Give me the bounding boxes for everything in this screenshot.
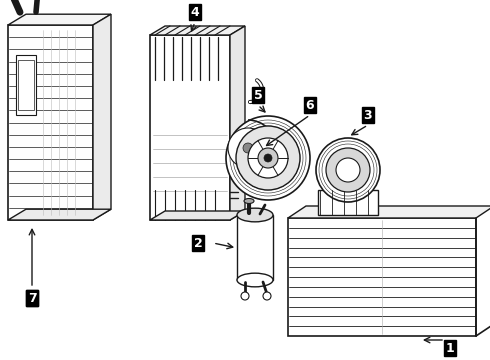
Polygon shape [8, 14, 111, 25]
Ellipse shape [237, 273, 273, 287]
Bar [8, 25, 93, 220]
Bar [16, 55, 36, 115]
Text: 7: 7 [27, 292, 36, 305]
Bar [288, 218, 476, 336]
Text: 4: 4 [191, 5, 199, 18]
Bar [18, 60, 34, 110]
Ellipse shape [237, 208, 273, 222]
Text: 2: 2 [194, 237, 202, 249]
Circle shape [241, 292, 249, 300]
Circle shape [263, 292, 271, 300]
Text: 5: 5 [254, 89, 262, 102]
Circle shape [248, 138, 288, 178]
Circle shape [243, 143, 253, 153]
Circle shape [326, 148, 370, 192]
Circle shape [316, 138, 380, 202]
Polygon shape [150, 211, 245, 220]
Polygon shape [288, 206, 490, 218]
Polygon shape [93, 14, 111, 220]
Ellipse shape [244, 198, 254, 203]
Text: 3: 3 [364, 108, 372, 122]
Text: 7: 7 [27, 292, 36, 305]
Bar [318, 190, 378, 215]
Circle shape [236, 126, 300, 190]
Polygon shape [150, 26, 245, 35]
Text: 1: 1 [445, 342, 454, 355]
Circle shape [336, 158, 360, 182]
Polygon shape [8, 209, 111, 220]
Polygon shape [230, 26, 245, 220]
Bar [150, 35, 230, 220]
Bar [237, 215, 273, 280]
Circle shape [226, 116, 310, 200]
Circle shape [264, 154, 272, 162]
Text: 6: 6 [306, 99, 314, 112]
Circle shape [228, 128, 268, 168]
Circle shape [258, 148, 278, 168]
